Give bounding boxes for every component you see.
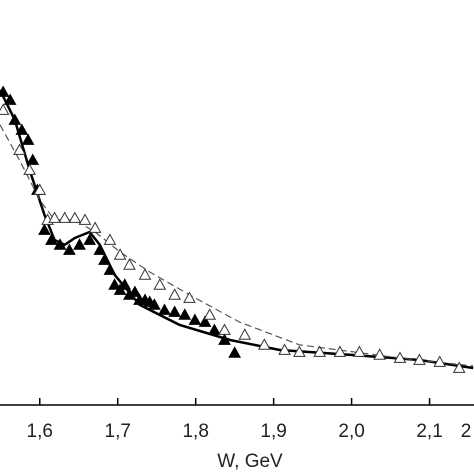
filled-triangle-marker <box>103 263 117 275</box>
x-tick-label: 1,6 <box>27 421 53 442</box>
filled-triangle-marker <box>26 153 40 165</box>
open-triangle-marker <box>183 291 196 303</box>
open-triangle-marker <box>113 248 127 260</box>
open-triangle-marker <box>278 343 291 355</box>
filled-triangle-marker <box>21 133 35 145</box>
filled-triangle-marker <box>45 233 58 245</box>
open-triangle-marker <box>153 278 167 290</box>
open-triangle-marker <box>413 353 426 365</box>
open-triangle-marker <box>373 348 387 360</box>
open-triangle-marker <box>48 211 61 223</box>
filled-triangle-marker <box>148 298 161 310</box>
filled-triangle-marker <box>15 123 29 135</box>
x-tick-label: 1,7 <box>105 421 131 442</box>
open-triangle-marker <box>353 345 366 357</box>
open-triangle-marker <box>138 268 152 280</box>
x-tick-label: 1,8 <box>182 421 208 442</box>
filled-triangle-marker <box>168 305 181 317</box>
open-triangle-marker <box>393 351 407 363</box>
filled-triangle-marker <box>73 238 86 250</box>
filled-triangle-marker <box>218 333 231 345</box>
filled-triangle-marker <box>38 223 51 235</box>
filled-triangle-marker <box>98 253 111 265</box>
filled-triangle-marker <box>178 308 192 320</box>
open-triangle-marker <box>58 211 72 223</box>
open-triangle-marker <box>103 233 117 245</box>
open-triangle-marker <box>293 345 306 357</box>
x-tick-label: 2 <box>461 421 472 442</box>
open-triangle-marker <box>168 288 181 300</box>
filled-triangle-marker <box>93 243 107 255</box>
open-triangle-marker <box>33 183 47 195</box>
open-triangle-marker <box>452 361 466 373</box>
filled-triangle-marker <box>3 93 17 105</box>
filled-triangle-marker <box>0 85 10 97</box>
open-triangle-marker <box>257 338 271 350</box>
open-triangle-marker <box>23 163 36 175</box>
open-triangle-marker <box>238 328 252 340</box>
x-tick-label: 2,1 <box>416 421 442 442</box>
filled-triangle-marker <box>188 313 202 325</box>
series-line <box>0 89 474 370</box>
open-triangle-marker <box>333 345 347 357</box>
open-triangle-marker <box>68 211 82 223</box>
filled-triangle-marker <box>208 323 221 335</box>
filled-triangle-marker <box>83 233 97 245</box>
x-tick-label: 2,0 <box>338 421 364 442</box>
filled-triangle-marker <box>118 278 132 290</box>
open-triangle-marker <box>13 143 26 155</box>
filled-triangle-marker <box>53 238 67 250</box>
series-line <box>0 124 474 367</box>
open-triangle-marker <box>313 345 326 357</box>
open-triangle-marker <box>88 221 102 233</box>
filled-triangle-marker <box>128 285 142 297</box>
open-triangle-marker <box>0 103 10 115</box>
x-axis-label: W, GeV <box>217 451 283 472</box>
filled-triangle-marker <box>158 303 171 315</box>
filled-triangle-marker <box>63 243 76 255</box>
x-tick-label: 1,9 <box>260 421 286 442</box>
open-triangle-marker <box>123 258 136 270</box>
filled-triangle-marker <box>8 113 22 125</box>
open-triangle-marker <box>203 308 217 320</box>
open-triangle-marker <box>78 213 92 225</box>
open-triangle-marker <box>433 355 447 367</box>
filled-triangle-marker <box>108 278 121 290</box>
filled-triangle-marker <box>198 315 212 327</box>
filled-triangle-marker <box>228 346 242 358</box>
open-triangle-marker <box>218 323 231 335</box>
